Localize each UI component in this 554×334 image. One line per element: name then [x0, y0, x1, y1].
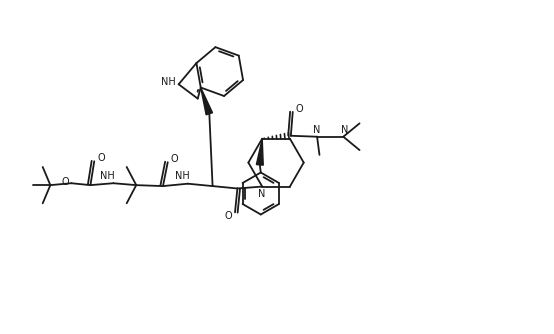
Text: NH: NH	[100, 171, 115, 181]
Text: O: O	[171, 154, 178, 164]
Polygon shape	[257, 139, 263, 165]
Text: N: N	[258, 189, 265, 199]
Text: N: N	[314, 125, 321, 135]
Text: N: N	[341, 125, 348, 135]
Text: NH: NH	[161, 77, 176, 87]
Polygon shape	[201, 88, 213, 115]
Text: O: O	[61, 177, 69, 187]
Text: O: O	[224, 211, 232, 221]
Text: O: O	[296, 104, 303, 114]
Text: O: O	[97, 153, 105, 163]
Text: NH: NH	[175, 171, 189, 181]
